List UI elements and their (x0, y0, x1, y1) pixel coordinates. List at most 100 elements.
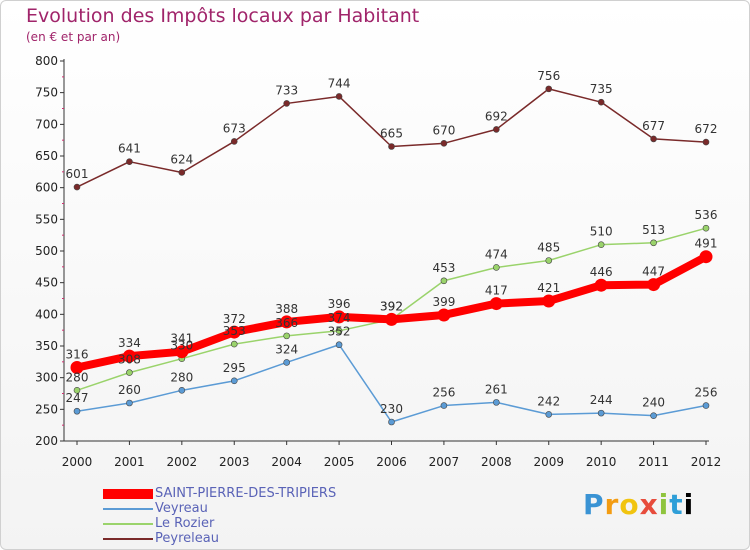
data-point (647, 278, 661, 292)
data-label: 324 (275, 342, 298, 356)
y-tick-label: 550 (35, 212, 58, 226)
data-label: 417 (485, 284, 508, 298)
legend-label: SAINT-PIERRE-DES-TRIPIERS (155, 486, 337, 501)
data-label: 280 (170, 370, 193, 384)
data-point (650, 412, 657, 419)
data-label: 641 (118, 142, 141, 156)
data-label: 242 (537, 394, 560, 408)
data-label: 513 (642, 223, 665, 237)
data-point (126, 369, 133, 376)
data-point (650, 135, 657, 143)
data-point (283, 100, 290, 107)
x-tick-label: 2010 (586, 455, 617, 469)
legend-swatch (103, 516, 153, 531)
data-label: 421 (537, 281, 560, 295)
data-label: 510 (590, 225, 613, 239)
legend-swatch (103, 531, 153, 546)
y-tick-label: 700 (35, 117, 58, 131)
data-label: 366 (275, 316, 298, 330)
data-label: 388 (275, 302, 298, 316)
data-label: 735 (590, 82, 613, 96)
data-label: 536 (695, 208, 718, 222)
data-label: 453 (432, 261, 455, 275)
data-point (230, 340, 238, 348)
data-point (493, 399, 500, 406)
series-saint-pierre-des-tripiers (70, 250, 713, 375)
data-label: 295 (223, 361, 246, 375)
x-tick-label: 2008 (481, 455, 512, 469)
data-point (335, 341, 343, 349)
x-tick-label: 2005 (324, 455, 355, 469)
data-label: 374 (328, 311, 351, 325)
data-label: 261 (485, 382, 508, 396)
y-tick-label: 250 (35, 402, 58, 416)
data-point (122, 349, 136, 363)
data-point (702, 224, 710, 232)
data-label: 446 (590, 265, 613, 279)
data-label: 230 (380, 402, 403, 416)
x-tick-label: 2004 (271, 455, 302, 469)
data-label: 247 (66, 391, 89, 405)
legend-swatch (103, 486, 153, 501)
data-point (493, 264, 500, 271)
data-label: 341 (170, 332, 193, 346)
data-label: 733 (275, 83, 298, 97)
legend-label: Le Rozier (155, 516, 215, 531)
y-tick-label: 600 (35, 181, 58, 195)
data-label: 334 (118, 336, 141, 350)
data-point (73, 387, 81, 394)
chart-title: Evolution des Impôts locaux par Habitant (26, 5, 420, 27)
data-point (70, 361, 84, 375)
y-tick-label: 200 (35, 434, 58, 448)
data-point (650, 239, 657, 247)
data-point (594, 278, 608, 292)
data-point (597, 98, 605, 106)
data-point (227, 325, 241, 339)
data-label: 670 (432, 123, 455, 137)
series-peyreleau (73, 85, 710, 191)
data-label: 744 (328, 76, 351, 90)
data-point (597, 409, 605, 417)
data-label: 372 (223, 312, 246, 326)
x-tick-label: 2003 (219, 455, 250, 469)
y-tick-label: 800 (35, 54, 58, 68)
series-layer (70, 85, 713, 426)
data-label: 280 (66, 370, 89, 384)
data-point (388, 143, 395, 150)
x-tick-label: 2011 (638, 455, 669, 469)
data-label: 392 (380, 299, 403, 313)
data-point (126, 158, 133, 165)
data-point (178, 387, 186, 394)
data-label: 392 (380, 299, 403, 313)
data-label: 353 (223, 324, 246, 338)
data-label: 665 (380, 127, 403, 141)
data-point (178, 169, 186, 176)
data-point (283, 359, 290, 366)
data-label: 447 (642, 265, 665, 279)
data-label: 692 (485, 109, 508, 123)
data-label: 260 (118, 383, 141, 397)
data-point (73, 183, 81, 191)
y-tick-label: 450 (35, 276, 58, 290)
series-veyreau (73, 341, 710, 426)
data-point (440, 402, 448, 409)
data-label: 485 (537, 241, 560, 255)
legend-swatch (103, 501, 153, 516)
data-point (489, 297, 503, 311)
y-tick-label: 350 (35, 339, 58, 353)
legend-label: Veyreau (155, 501, 208, 516)
data-labels-layer: 247 260 280 295 324 352 230 256 261 242 244 240 256 2… (66, 69, 718, 416)
data-point (73, 407, 81, 415)
x-tick-label: 2000 (62, 455, 93, 469)
data-label: 256 (432, 386, 455, 400)
data-point (493, 126, 500, 133)
proxiti-logo: Proxiti (583, 488, 695, 521)
data-point (335, 93, 343, 100)
data-point (126, 399, 133, 407)
data-label: 624 (170, 152, 193, 166)
data-point (388, 418, 395, 426)
x-tick-label: 2002 (167, 455, 198, 469)
data-point (332, 310, 346, 324)
